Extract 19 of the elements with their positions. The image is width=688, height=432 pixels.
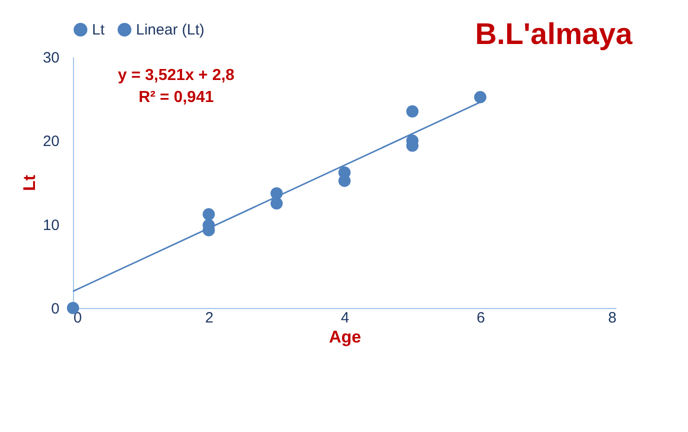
x-tick-label: 2 (205, 310, 214, 326)
x-tick-label: 0 (74, 310, 82, 326)
point (474, 91, 486, 104)
annotation: y = 3,521x + 2,8 (118, 67, 235, 84)
annotation: R² = 0,941 (138, 89, 214, 106)
y-tick-label: 20 (42, 133, 60, 150)
x-axis-title: Age (328, 328, 362, 346)
x-tick-label: 8 (608, 310, 616, 326)
point (406, 105, 418, 118)
point (202, 208, 215, 220)
text: B.L'almaya (475, 18, 633, 51)
y-tick-label: 10 (42, 216, 60, 234)
x-tick-label: 6 (476, 310, 485, 326)
x-tick-label: 4 (340, 310, 350, 326)
legend-label: Lt (92, 22, 106, 39)
legend-label: Linear (Lt) (136, 22, 204, 39)
y-tick-label: 30 (42, 50, 60, 66)
y-axis-title: Lt (20, 174, 39, 192)
point (270, 197, 283, 210)
